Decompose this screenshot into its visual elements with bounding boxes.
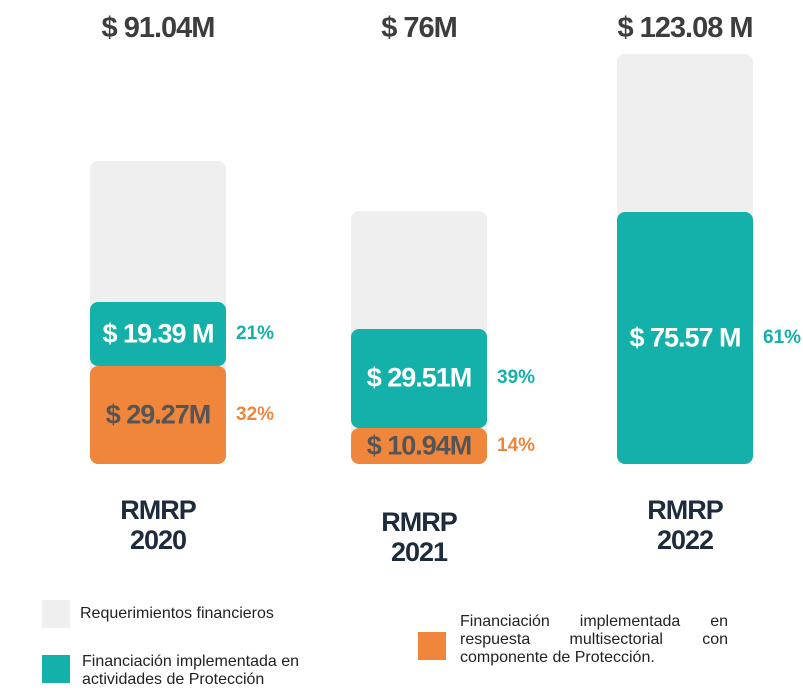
value-label: $ 29.51M (366, 362, 473, 393)
protection-bar (351, 329, 487, 428)
value-label: $ 10.94M (366, 430, 473, 461)
protection-bar (90, 301, 226, 367)
legend-swatch (418, 632, 446, 660)
share-label: 39% (497, 367, 536, 389)
total-label: $ 76M (381, 12, 458, 44)
legend-swatch (42, 600, 70, 628)
legend-label: Financiación implementada en respuesta m… (460, 613, 728, 666)
total-label: $ 91.04M (101, 12, 216, 44)
legend-label: Requerimientos financieros (80, 605, 274, 622)
category-label: RMRP 2022 (647, 495, 724, 555)
share-label: 21% (236, 323, 275, 345)
value-label: $ 19.39 M (102, 318, 214, 349)
total-label: $ 123.08 M (617, 12, 753, 44)
value-label: $ 75.57 M (629, 322, 741, 353)
legend-label: Financiación implementada en actividades… (82, 653, 300, 688)
protection-bar (617, 212, 753, 464)
category-label: RMRP 2021 (381, 507, 458, 567)
legend-swatch (42, 655, 70, 683)
protection-multisector-bar (351, 427, 487, 464)
share-label: 61% (763, 327, 802, 349)
share-label: 14% (497, 434, 536, 456)
protection-multisector-bar (90, 366, 226, 464)
share-label: 32% (236, 404, 275, 426)
value-label: $ 29.27M (105, 399, 212, 430)
category-label: RMRP 2020 (120, 495, 197, 555)
